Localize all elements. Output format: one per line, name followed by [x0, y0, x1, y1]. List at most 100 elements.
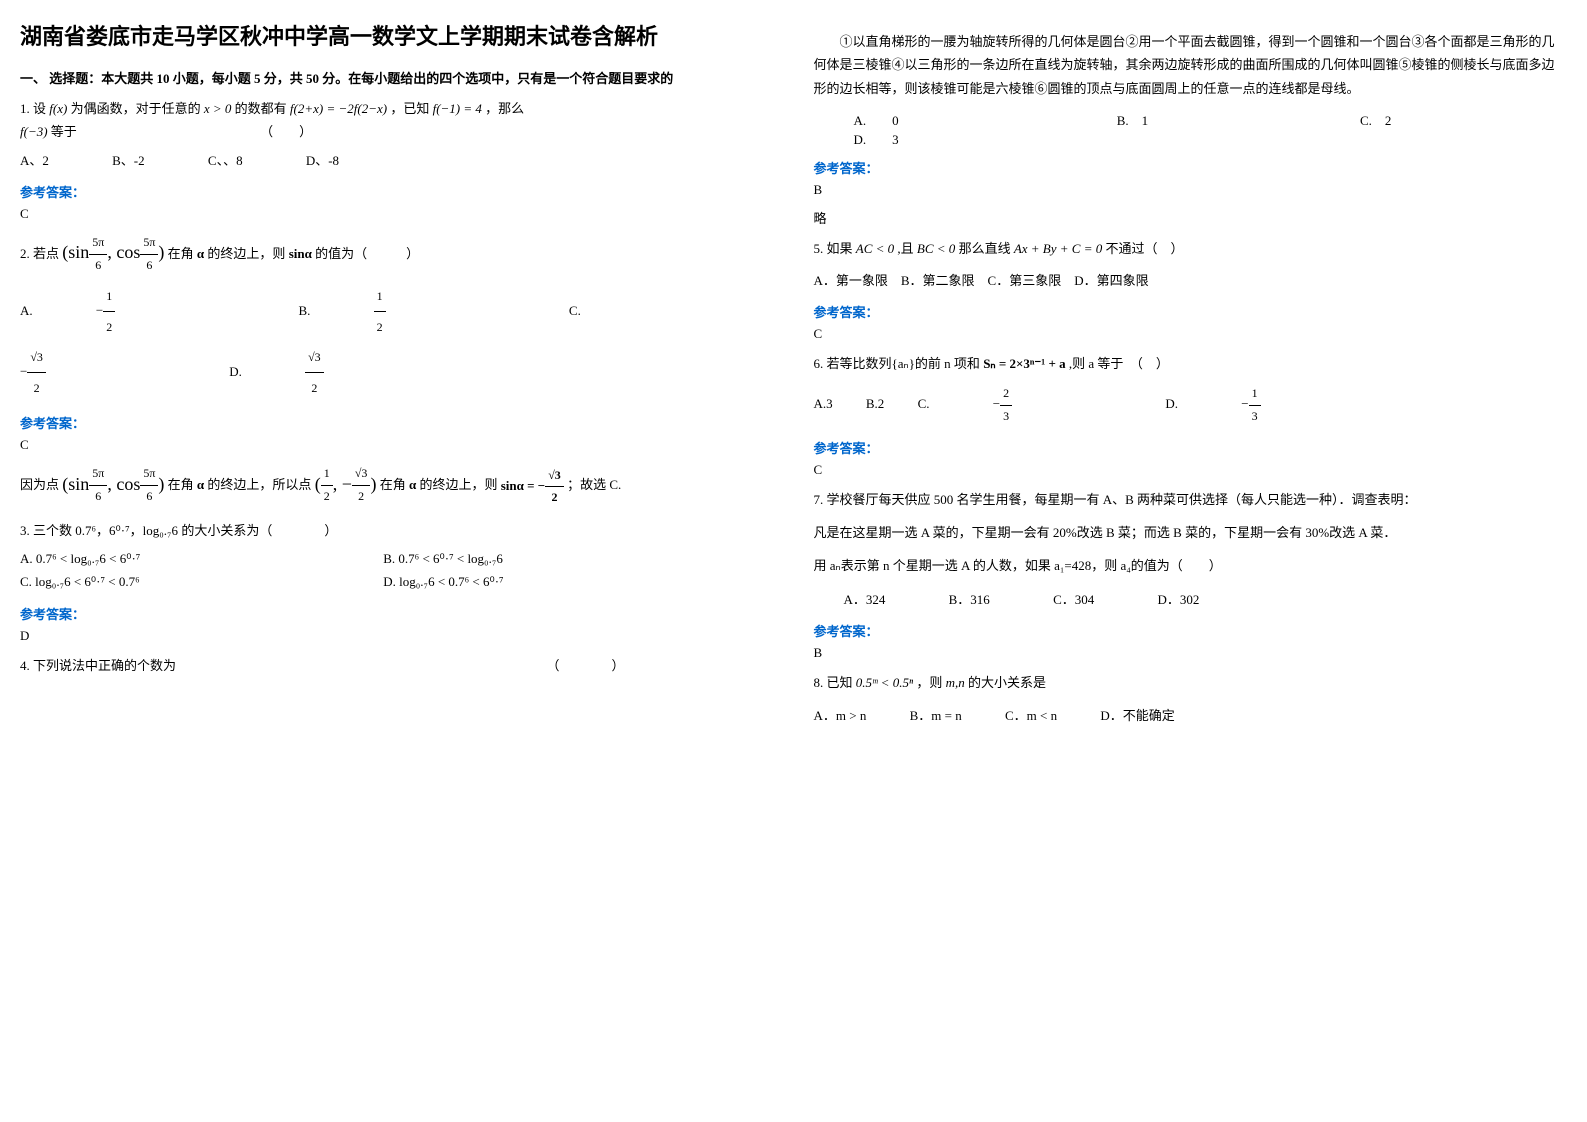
q7-opt-a: A．324: [844, 588, 886, 611]
q1-text: 等于: [51, 124, 77, 139]
q3-answer: D: [20, 628, 774, 644]
q6-text: ,则 a 等于 （ ）: [1069, 356, 1169, 371]
q5-text: ,且: [897, 241, 913, 256]
q5-text: 不通过（ ）: [1106, 241, 1184, 256]
q6-options: A.3 B.2 C. −23 D. −13: [814, 383, 1568, 427]
q7-rule: 凡是在这星期一选 A 菜的，下星期一会有 20%改选 B 菜；而选 B 菜的，下…: [814, 521, 1568, 544]
q2-opt-b: B. 12: [298, 281, 505, 342]
question-4: 4. 下列说法中正确的个数为 （ ）: [20, 654, 774, 677]
q1-opt-a: A、2: [20, 149, 49, 172]
q3-opt-b: B. 0.7⁶ < 6⁰·⁷ < log₀.₇6: [383, 547, 563, 570]
q1-text: 为偶函数，对于任意的: [71, 101, 201, 116]
q6-sn: Sₙ = 2×3ⁿ⁻¹ + a: [983, 356, 1065, 371]
q8-text: ，则: [916, 675, 942, 690]
expl-text: 的终边上，所以点: [207, 478, 311, 493]
q2-options: A. −12 B. 12 C. −√32 D. √32: [20, 281, 774, 403]
q6-opt-c: C. −23: [918, 383, 1133, 427]
question-7: 7. 学校餐厅每天供应 500 名学生用餐，每星期一有 A、B 两种菜可供选择（…: [814, 488, 1568, 612]
q5-options: A．第一象限 B．第二象限 C．第三象限 D．第四象限: [814, 269, 1568, 292]
q5-answer: C: [814, 326, 1568, 342]
q1-cond: x > 0: [204, 101, 232, 116]
q2-text: 2. 若点: [20, 246, 59, 261]
question-3: 3. 三个数 0.7⁶，6⁰·⁷，log₀.₇6 的大小关系为（ ） A. 0.…: [20, 519, 774, 594]
q6-answer: C: [814, 462, 1568, 478]
q4-desc: ①以直角梯形的一腰为轴旋转所得的几何体是圆台②用一个平面去截圆锥，得到一个圆锥和…: [814, 30, 1568, 100]
q2-text: 的终边上，则: [207, 246, 285, 261]
q1-options: A、2 B、-2 C、、8 D、-8: [20, 149, 774, 172]
answer-label: 参考答案：: [814, 621, 1568, 640]
q2-opt-c2: −√32: [20, 342, 166, 403]
q1-text: 的数都有: [235, 101, 287, 116]
q3-opt-a: A. 0.7⁶ < log₀.₇6 < 6⁰·⁷: [20, 547, 320, 570]
q3-opt-c: C. log₀.₇6 < 6⁰·⁷ < 0.7⁶: [20, 570, 320, 593]
q7-answer: B: [814, 645, 1568, 661]
q2-alpha: α: [197, 246, 204, 261]
expl-text: 在角: [380, 478, 406, 493]
question-8: 8. 已知 0.5ᵐ < 0.5ⁿ ，则 m,n 的大小关系是 A．m > n …: [814, 671, 1568, 728]
q1-f3: f(−3): [20, 124, 48, 139]
q8-options: A．m > n B．m = n C．m < n D．不能确定: [814, 704, 1568, 727]
q8-ineq: 0.5ᵐ < 0.5ⁿ: [856, 675, 913, 690]
result: sinα = −√32: [501, 478, 564, 493]
q7-ask: 用 aₙ表示第 n 个星期一选 A 的人数，如果 a₁=428，则 a₄的值为（…: [814, 554, 1568, 577]
q5-eq: Ax + By + C = 0: [1014, 241, 1102, 256]
left-column: 湖南省娄底市走马学区秋冲中学高一数学文上学期期末试卷含解析 一、 选择题：本大题…: [20, 20, 774, 738]
q2-opt-d: D. √32: [229, 342, 443, 403]
q4-opt-d: D. 3: [854, 129, 899, 148]
question-1: 1. 设 f(x) 为偶函数，对于任意的 x > 0 的数都有 f(2+x) =…: [20, 97, 774, 172]
alpha: α: [197, 478, 204, 493]
expl-text: 在角: [168, 478, 194, 493]
answer-label: 参考答案：: [20, 604, 774, 623]
q1-opt-b: B、-2: [112, 149, 145, 172]
q7-text: 7. 学校餐厅每天供应 500 名学生用餐，每星期一有 A、B 两种菜可供选择（…: [814, 488, 1568, 511]
q5-cond: BC < 0: [917, 241, 955, 256]
q2-text: 在角: [168, 246, 194, 261]
expl-text: 的终边上，则: [419, 478, 497, 493]
q3-nums: 0.7⁶，6⁰·⁷，log₀.₇6: [75, 523, 178, 538]
expl-text: 因为点: [20, 478, 59, 493]
q1-answer: C: [20, 206, 774, 222]
q4-opt-a: A. 0: [854, 110, 1054, 129]
q3-options: A. 0.7⁶ < log₀.₇6 < 6⁰·⁷ B. 0.7⁶ < 6⁰·⁷ …: [20, 547, 774, 594]
q2-text: 的值为（ ）: [315, 246, 419, 261]
q4-options: A. 0 B. 1 C. 2 D. 3: [814, 110, 1568, 148]
q2-sina: sinα: [289, 246, 312, 261]
q8-mn: m,n: [946, 675, 965, 690]
answer-label: 参考答案：: [20, 413, 774, 432]
q1-text: ，已知: [390, 101, 429, 116]
q4-opt-b: B. 1: [1117, 110, 1297, 129]
q4-answer: B: [814, 182, 1568, 198]
answer-label: 参考答案：: [20, 182, 774, 201]
exam-title: 湖南省娄底市走马学区秋冲中学高一数学文上学期期末试卷含解析: [20, 20, 774, 53]
q7-options: A．324 B．316 C．304 D．302: [814, 588, 1568, 611]
question-2: 2. 若点 (sin5π6, cos5π6) 在角 α 的终边上，则 sinα …: [20, 232, 774, 403]
q6-opt-b: B.2: [866, 392, 884, 415]
q8-opt-c: C．m < n: [1005, 704, 1057, 727]
q8-opt-b: B．m = n: [910, 704, 962, 727]
q2-opt-a: A. −12: [20, 281, 235, 342]
q1-text: ，那么: [485, 101, 524, 116]
q5-text: 那么直线: [959, 241, 1011, 256]
q6-opt-d: D. −13: [1165, 383, 1380, 427]
q8-text: 8. 已知: [814, 675, 853, 690]
q2-explanation: 因为点 (sin5π6, cos5π6) 在角 α 的终边上，所以点 (12, …: [20, 463, 774, 508]
q6-opt-a: A.3: [814, 392, 833, 415]
q3-text: 的大小关系为（ ）: [181, 523, 337, 538]
q7-opt-b: B．316: [949, 588, 990, 611]
right-column: ①以直角梯形的一腰为轴旋转所得的几何体是圆台②用一个平面去截圆锥，得到一个圆锥和…: [814, 20, 1568, 738]
q1-fx: f(x): [49, 101, 67, 116]
q1-opt-d: D、-8: [306, 149, 339, 172]
alpha: α: [409, 478, 416, 493]
q1-cond: f(−1) = 4: [433, 101, 482, 116]
expl-text: ；故选 C.: [567, 478, 621, 493]
q2-opt-c: C.: [569, 295, 581, 328]
q1-eq: f(2+x) = −2f(2−x): [290, 101, 387, 116]
q1-paren: （ ）: [260, 124, 312, 139]
answer-label: 参考答案：: [814, 158, 1568, 177]
question-5: 5. 如果 AC < 0 ,且 BC < 0 那么直线 Ax + By + C …: [814, 237, 1568, 292]
q3-text: 3. 三个数: [20, 523, 72, 538]
section-1-header: 一、 选择题：本大题共 10 小题，每小题 5 分，共 50 分。在每小题给出的…: [20, 68, 774, 87]
q6-text: 6. 若等比数列{aₙ}的前 n 项和: [814, 356, 980, 371]
q4-note: 略: [814, 208, 1568, 227]
q5-text: 5. 如果: [814, 241, 853, 256]
